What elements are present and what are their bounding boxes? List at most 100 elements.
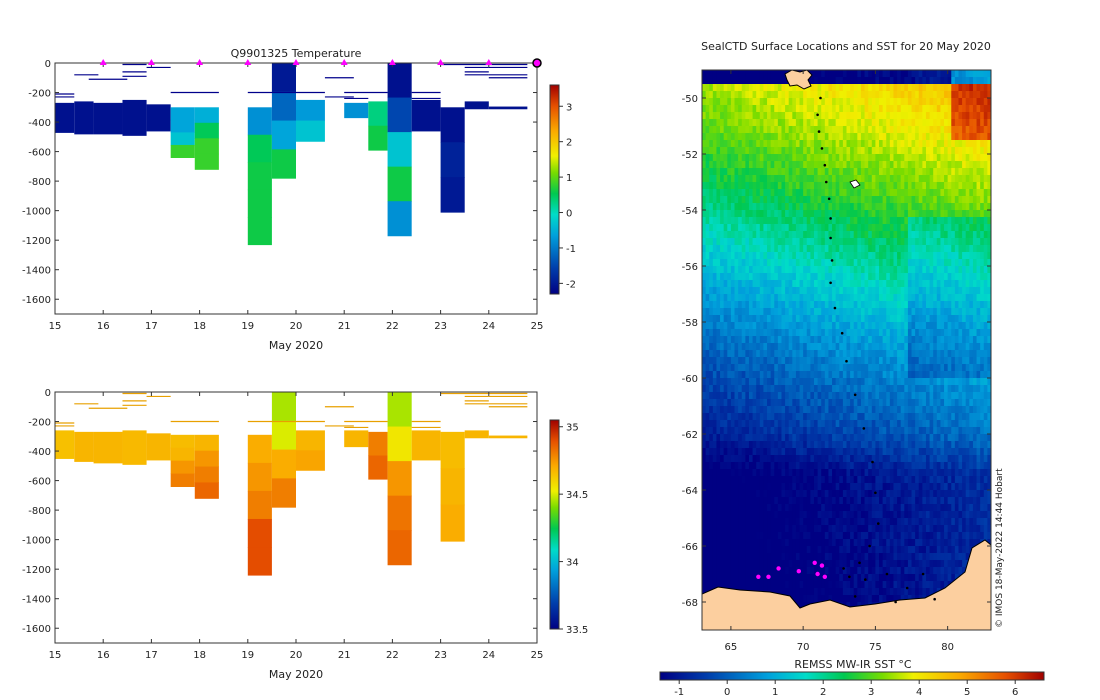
t-xtick-label: 24: [482, 321, 495, 332]
sst-cell: [962, 406, 967, 414]
sst-cell: [972, 182, 978, 190]
sst-cell: [868, 189, 873, 197]
sst-cell: [972, 294, 978, 302]
sst-cell: [810, 413, 815, 421]
sst-cell: [962, 266, 967, 274]
sst-cell: [879, 294, 884, 302]
sst-cell: [767, 203, 772, 211]
sst-cell: [813, 217, 819, 225]
sst-cell: [868, 364, 873, 372]
sst-cell: [795, 168, 801, 176]
sst-cell: [795, 301, 801, 309]
s-xtick-label: 17: [145, 650, 158, 661]
sst-cell: [759, 406, 765, 414]
sst-cell: [936, 217, 942, 225]
sst-cell: [972, 364, 978, 372]
sst-cell: [860, 91, 866, 99]
sst-cell: [828, 364, 833, 372]
sst-cell: [795, 126, 801, 134]
sst-cell: [976, 105, 981, 113]
sst-cell: [723, 322, 728, 330]
sst-cell: [976, 70, 981, 78]
sst-cell: [748, 308, 754, 316]
sst-cell: [730, 105, 736, 113]
sst-cell: [777, 77, 783, 85]
sst-cell: [712, 182, 718, 190]
sst-cell: [813, 364, 819, 372]
sst-cell: [944, 231, 949, 239]
sst-cell: [936, 273, 942, 281]
sst-cell: [853, 336, 858, 344]
sst-cell: [875, 294, 880, 302]
sst-cell: [918, 427, 923, 435]
sst-cell: [756, 336, 761, 344]
sst-cell: [781, 301, 786, 309]
sst-cell: [803, 469, 808, 477]
sst-cell: [745, 189, 750, 197]
sst-cell: [860, 427, 866, 435]
sst-cell: [716, 427, 721, 435]
sst-cell: [712, 266, 718, 274]
sst-cell: [983, 315, 988, 323]
sst-cell: [850, 175, 855, 183]
sst-cell: [756, 147, 761, 155]
sst-cell: [759, 147, 765, 155]
sst-cell: [951, 77, 956, 85]
sst-cell: [933, 357, 938, 365]
sst-cell: [889, 329, 895, 337]
sst-cell: [763, 238, 768, 246]
sst-cell: [752, 161, 757, 169]
sst-cell: [788, 364, 793, 372]
sst-cell: [774, 280, 779, 288]
sst-cell: [987, 343, 991, 351]
sst-cell: [839, 413, 844, 421]
sst-cell: [897, 140, 902, 148]
sst-cell: [832, 84, 837, 92]
sst-cell: [813, 336, 819, 344]
sst-cell: [846, 315, 851, 323]
sst-cell: [835, 462, 840, 470]
sst-cell: [882, 168, 887, 176]
s-profile-cell: [440, 504, 465, 542]
sst-cell: [936, 287, 942, 295]
sst-cell: [832, 175, 837, 183]
sst-cell: [893, 154, 898, 162]
sst-cell: [763, 455, 768, 463]
sst-cell: [944, 434, 949, 442]
sst-cell: [803, 455, 808, 463]
sst-cell: [709, 329, 714, 337]
sst-cell: [720, 385, 725, 393]
sst-cell: [879, 252, 884, 260]
sst-cell: [976, 322, 981, 330]
sst-cell: [821, 469, 826, 477]
sst-cell: [730, 399, 736, 407]
sst-cell: [832, 378, 837, 386]
sst-cell: [987, 133, 991, 141]
sst-cell: [875, 210, 880, 218]
sst-cell: [879, 385, 884, 393]
sst-cell: [980, 154, 985, 162]
sst-cell: [842, 462, 848, 470]
sst-cell: [951, 91, 956, 99]
sst-cell: [907, 259, 913, 267]
sst-cell: [712, 287, 718, 295]
t-ytick-label: -200: [28, 89, 51, 100]
sst-cell: [795, 98, 801, 106]
sst-cell: [954, 420, 960, 428]
sst-cell: [842, 70, 848, 78]
sst-cell: [987, 462, 991, 470]
sst-cell: [767, 70, 772, 78]
sst-cell: [925, 413, 931, 421]
sst-cell: [972, 427, 978, 435]
sst-cell: [806, 210, 811, 218]
sst-cell: [716, 469, 721, 477]
sst-cell: [965, 448, 970, 456]
sst-cell: [756, 329, 761, 337]
sst-cell: [842, 427, 848, 435]
sst-cell: [752, 203, 757, 211]
sst-cell: [756, 196, 761, 204]
sst-cell: [936, 322, 942, 330]
sst-cell: [864, 98, 869, 106]
sst-cell: [835, 427, 840, 435]
sst-cell: [897, 350, 902, 358]
